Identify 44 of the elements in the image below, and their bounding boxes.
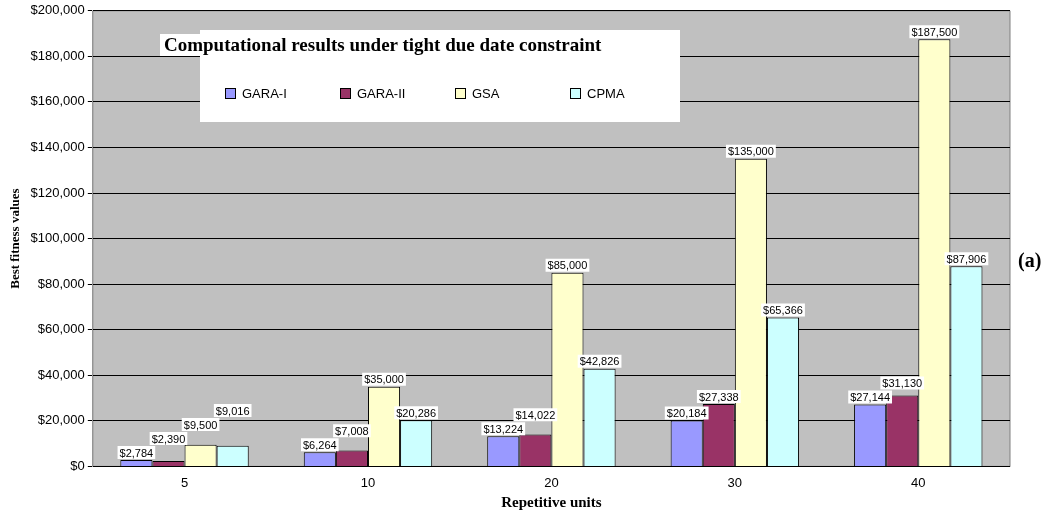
y-tick-label: $200,000 [30,2,85,18]
legend-label: GARA-I [242,86,287,101]
data-label: $87,906 [946,252,987,265]
y-tick-label: $60,000 [37,321,85,337]
x-tick-label: 5 [180,474,189,490]
y-axis-title: Best fitness values [7,188,23,289]
data-label: $7,008 [335,424,369,437]
data-label: $6,264 [303,438,337,451]
y-tick-label: $80,000 [37,275,85,291]
data-label: $9,500 [183,418,218,431]
data-label: $27,144 [850,391,891,404]
y-tick-label: $100,000 [30,230,85,246]
data-label: $65,366 [763,304,803,317]
data-label: $13,224 [483,422,524,435]
text: (a) [1018,248,1042,272]
data-label: $20,286 [396,406,437,419]
legend-label: GARA-II [357,86,406,101]
text: Computational results under tight due date constraint [160,34,606,56]
x-tick-label: 40 [911,474,926,490]
x-tick-label: 30 [727,474,743,490]
y-tick-label: $20,000 [37,412,85,428]
data-label: $135,000 [727,145,774,158]
data-label: $31,130 [882,377,923,390]
data-label: $187,500 [911,25,958,38]
y-tick-label: $140,000 [30,139,85,155]
data-label: $2,784 [119,446,154,459]
y-tick-label: $120,000 [30,184,85,200]
y-tick-label: $0 [70,457,85,473]
x-tick-label: 10 [360,474,376,490]
data-label: $35,000 [364,373,404,386]
data-label: $20,184 [666,406,707,419]
x-axis-title: Repetitive units [501,493,602,510]
y-tick-label: $160,000 [30,93,85,109]
data-label: $14,022 [515,408,556,421]
data-label: $42,826 [579,355,620,368]
data-label: $9,016 [215,404,250,417]
data-label: $85,000 [547,259,588,272]
legend-label: GSA [472,86,500,101]
y-tick-label: $180,000 [30,47,85,63]
data-label: $27,338 [698,390,739,403]
y-tick-label: $40,000 [37,366,85,382]
data-label: $2,390 [151,432,186,445]
x-tick-label: 20 [544,474,559,490]
legend-label: CPMA [587,86,625,101]
